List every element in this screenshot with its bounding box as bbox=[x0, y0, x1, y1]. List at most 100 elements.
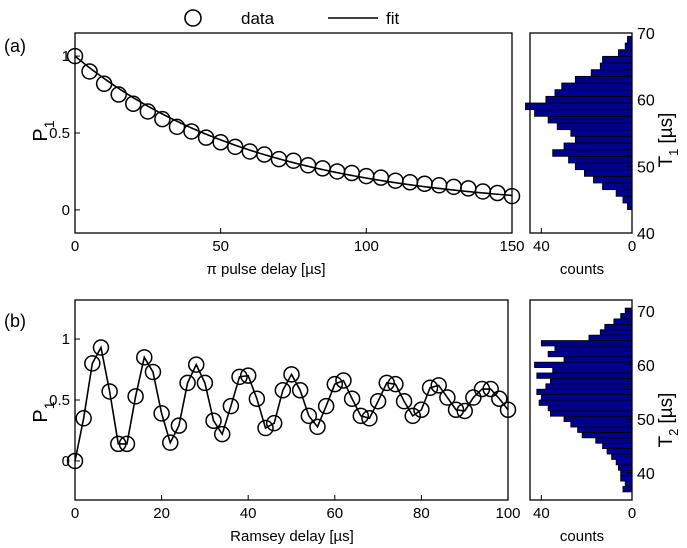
histogram-bar bbox=[568, 155, 633, 164]
histogram-bar bbox=[604, 323, 633, 331]
histogram-bar bbox=[550, 377, 633, 385]
histogram-bar bbox=[574, 162, 633, 171]
svg-text:P1: P1 bbox=[30, 120, 57, 141]
histogram-bar bbox=[590, 69, 633, 77]
data-point bbox=[75, 410, 92, 427]
data-point bbox=[404, 407, 421, 425]
data-point bbox=[162, 434, 179, 451]
y-tick-label: 0.5 bbox=[49, 392, 70, 409]
b_main-frame bbox=[74, 299, 509, 501]
svg-text:T1[µs]: T1 [µs] bbox=[656, 113, 681, 168]
histogram-bar bbox=[534, 361, 633, 368]
data-point bbox=[456, 402, 473, 420]
chart-a-hist-xlabel: counts bbox=[560, 261, 604, 278]
data-point bbox=[317, 397, 335, 415]
data-point bbox=[474, 183, 492, 200]
chart-b-hist-ylabel: T2 [µs] bbox=[656, 393, 681, 448]
data-point bbox=[110, 86, 127, 103]
svg-text:T2[µs]: T2 [µs] bbox=[656, 393, 681, 448]
legend-data-marker bbox=[184, 9, 202, 27]
panel-label-b: (b) bbox=[4, 311, 26, 331]
histogram-bar bbox=[556, 122, 633, 131]
data-point bbox=[369, 392, 387, 410]
data-point bbox=[358, 167, 375, 185]
x-tick-label: 0 bbox=[71, 505, 79, 522]
data-point bbox=[387, 172, 404, 189]
histogram-bar bbox=[593, 175, 633, 184]
legend-fit-label: fit bbox=[386, 9, 400, 28]
chart-b-ylabel-sub: 1 bbox=[41, 401, 57, 409]
y-tick-label: 70 bbox=[637, 26, 655, 43]
chart-a-main: 0 50 100 150 0 0.5 1 bbox=[49, 32, 525, 255]
histogram-bar bbox=[599, 329, 633, 336]
chart-a-hist-ylabel: T1 [µs] bbox=[656, 113, 681, 168]
data-point bbox=[352, 407, 370, 425]
data-point bbox=[395, 392, 413, 410]
y-tick-label: 0.5 bbox=[49, 125, 70, 142]
histogram-bar bbox=[536, 372, 633, 379]
data-point bbox=[447, 401, 465, 419]
data-point bbox=[187, 356, 205, 373]
data-point bbox=[222, 397, 240, 415]
histogram-bar bbox=[602, 182, 633, 191]
histogram-bar bbox=[611, 453, 633, 460]
histogram-bar bbox=[574, 75, 633, 84]
data-point bbox=[144, 363, 162, 381]
x-tick-label: 100 bbox=[495, 505, 520, 522]
x-tick-label: 40 bbox=[533, 505, 550, 522]
histogram-bar bbox=[534, 109, 633, 117]
data-point bbox=[401, 173, 419, 191]
data-point bbox=[491, 390, 508, 408]
chart-a-hist-ylabel-sub: 1 bbox=[666, 149, 681, 156]
data-point bbox=[205, 412, 222, 429]
legend-data-label: data bbox=[241, 9, 275, 28]
data-point bbox=[274, 381, 292, 399]
histogram-bar bbox=[620, 475, 633, 482]
data-point bbox=[265, 414, 283, 432]
histogram-bar bbox=[577, 426, 633, 433]
y-tick-label: 1 bbox=[62, 331, 70, 348]
data-point bbox=[139, 103, 157, 120]
data-point bbox=[413, 401, 430, 419]
data-point bbox=[256, 146, 273, 163]
chart-b-hist-ylabel-unit: [µs] bbox=[656, 393, 677, 424]
data-point bbox=[387, 375, 404, 393]
data-point bbox=[309, 418, 326, 436]
chart-a-ylabel-sub: 1 bbox=[41, 120, 57, 128]
data-point bbox=[66, 452, 84, 470]
histogram-bar bbox=[570, 421, 633, 428]
chart-a-ylabel: P1 bbox=[30, 120, 57, 141]
chart-b-xlabel: Ramsey delay [µs] bbox=[230, 528, 354, 545]
data-point bbox=[125, 95, 142, 113]
x-tick-label: 100 bbox=[354, 238, 379, 255]
chart-b-ylabel: P1 bbox=[30, 401, 57, 422]
data-point bbox=[473, 380, 491, 398]
histogram-bar bbox=[595, 437, 633, 444]
y-tick-label: 70 bbox=[637, 304, 655, 321]
data-point bbox=[416, 175, 433, 193]
histogram-bar bbox=[545, 95, 633, 104]
histogram-bar bbox=[552, 367, 633, 374]
fit-line bbox=[74, 345, 509, 462]
x-tick-label: 20 bbox=[153, 505, 170, 522]
data-point bbox=[283, 366, 300, 383]
histogram-bar bbox=[554, 345, 633, 352]
data-point bbox=[197, 129, 215, 146]
data-point bbox=[231, 368, 248, 386]
data-point bbox=[421, 379, 439, 397]
data-point bbox=[136, 349, 153, 366]
x-tick-label: 40 bbox=[240, 505, 257, 522]
histogram-bar bbox=[615, 189, 633, 197]
histogram-bar bbox=[547, 115, 633, 124]
histogram-bar bbox=[606, 448, 633, 455]
chart-b-main: 0 20 40 60 80 100 0 0.5 1 bbox=[49, 299, 521, 522]
data-point bbox=[430, 377, 447, 394]
data-point bbox=[196, 374, 214, 392]
data-point bbox=[168, 118, 186, 136]
histogram-bar bbox=[618, 49, 633, 57]
data-point bbox=[361, 410, 378, 427]
y-tick-label: 40 bbox=[637, 226, 655, 243]
histogram-bar bbox=[618, 464, 633, 471]
x-tick-label: 50 bbox=[212, 238, 229, 255]
histogram-bar bbox=[624, 42, 633, 51]
